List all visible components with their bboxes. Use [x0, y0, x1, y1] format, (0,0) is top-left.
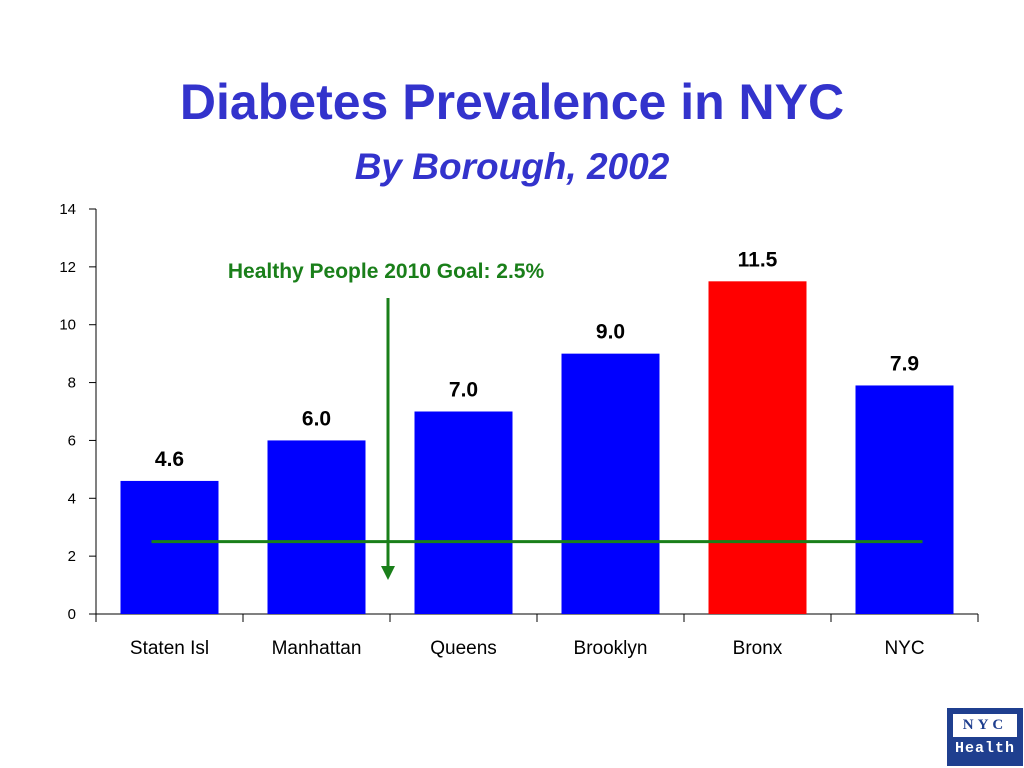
goal-annotation: Healthy People 2010 Goal: 2.5% [228, 260, 545, 283]
logo-nyc-text: NYC [953, 714, 1017, 737]
bar [561, 353, 660, 614]
y-tick-label: 12 [59, 259, 76, 276]
y-tick-label: 14 [59, 201, 76, 218]
data-label: 11.5 [738, 248, 778, 271]
x-tick-label: Manhattan [272, 638, 362, 659]
x-tick-label: NYC [884, 638, 924, 659]
x-tick-label: Bronx [733, 638, 783, 659]
bar [120, 480, 219, 614]
y-tick-label: 0 [68, 606, 76, 623]
chart-title: Diabetes Prevalence in NYC [179, 74, 845, 130]
y-tick-label: 6 [68, 432, 76, 449]
bar [855, 385, 954, 614]
y-tick-label: 8 [68, 375, 76, 392]
goal-arrow-head [381, 566, 395, 580]
logo-health-text: Health [953, 737, 1017, 760]
axes: 0 2 4 6 8 10 12 14 Staten Isl Manhattan Queens Broo… [59, 201, 979, 659]
bar [267, 440, 366, 614]
data-label: 9.0 [596, 321, 625, 344]
y-tick-label: 4 [68, 490, 76, 507]
data-label: 6.0 [302, 407, 331, 430]
y-tick-label: 10 [59, 317, 76, 334]
bar [414, 411, 513, 614]
chart-subtitle: By Borough, 2002 [354, 146, 670, 187]
bars [120, 281, 954, 614]
goal-reference: Healthy People 2010 Goal: 2.5% [151, 260, 923, 580]
x-tick-label: Brooklyn [574, 638, 648, 659]
data-label: 4.6 [155, 448, 184, 471]
y-tick-label: 2 [68, 548, 76, 565]
data-label: 7.9 [890, 352, 919, 375]
data-labels: 4.6 6.0 7.0 9.0 11.5 7.9 [155, 248, 919, 471]
x-tick-label: Staten Isl [130, 638, 209, 659]
nyc-health-logo: NYC Health [947, 708, 1023, 766]
data-label: 7.0 [449, 379, 478, 402]
bar [708, 281, 807, 614]
x-tick-label: Queens [430, 638, 497, 659]
